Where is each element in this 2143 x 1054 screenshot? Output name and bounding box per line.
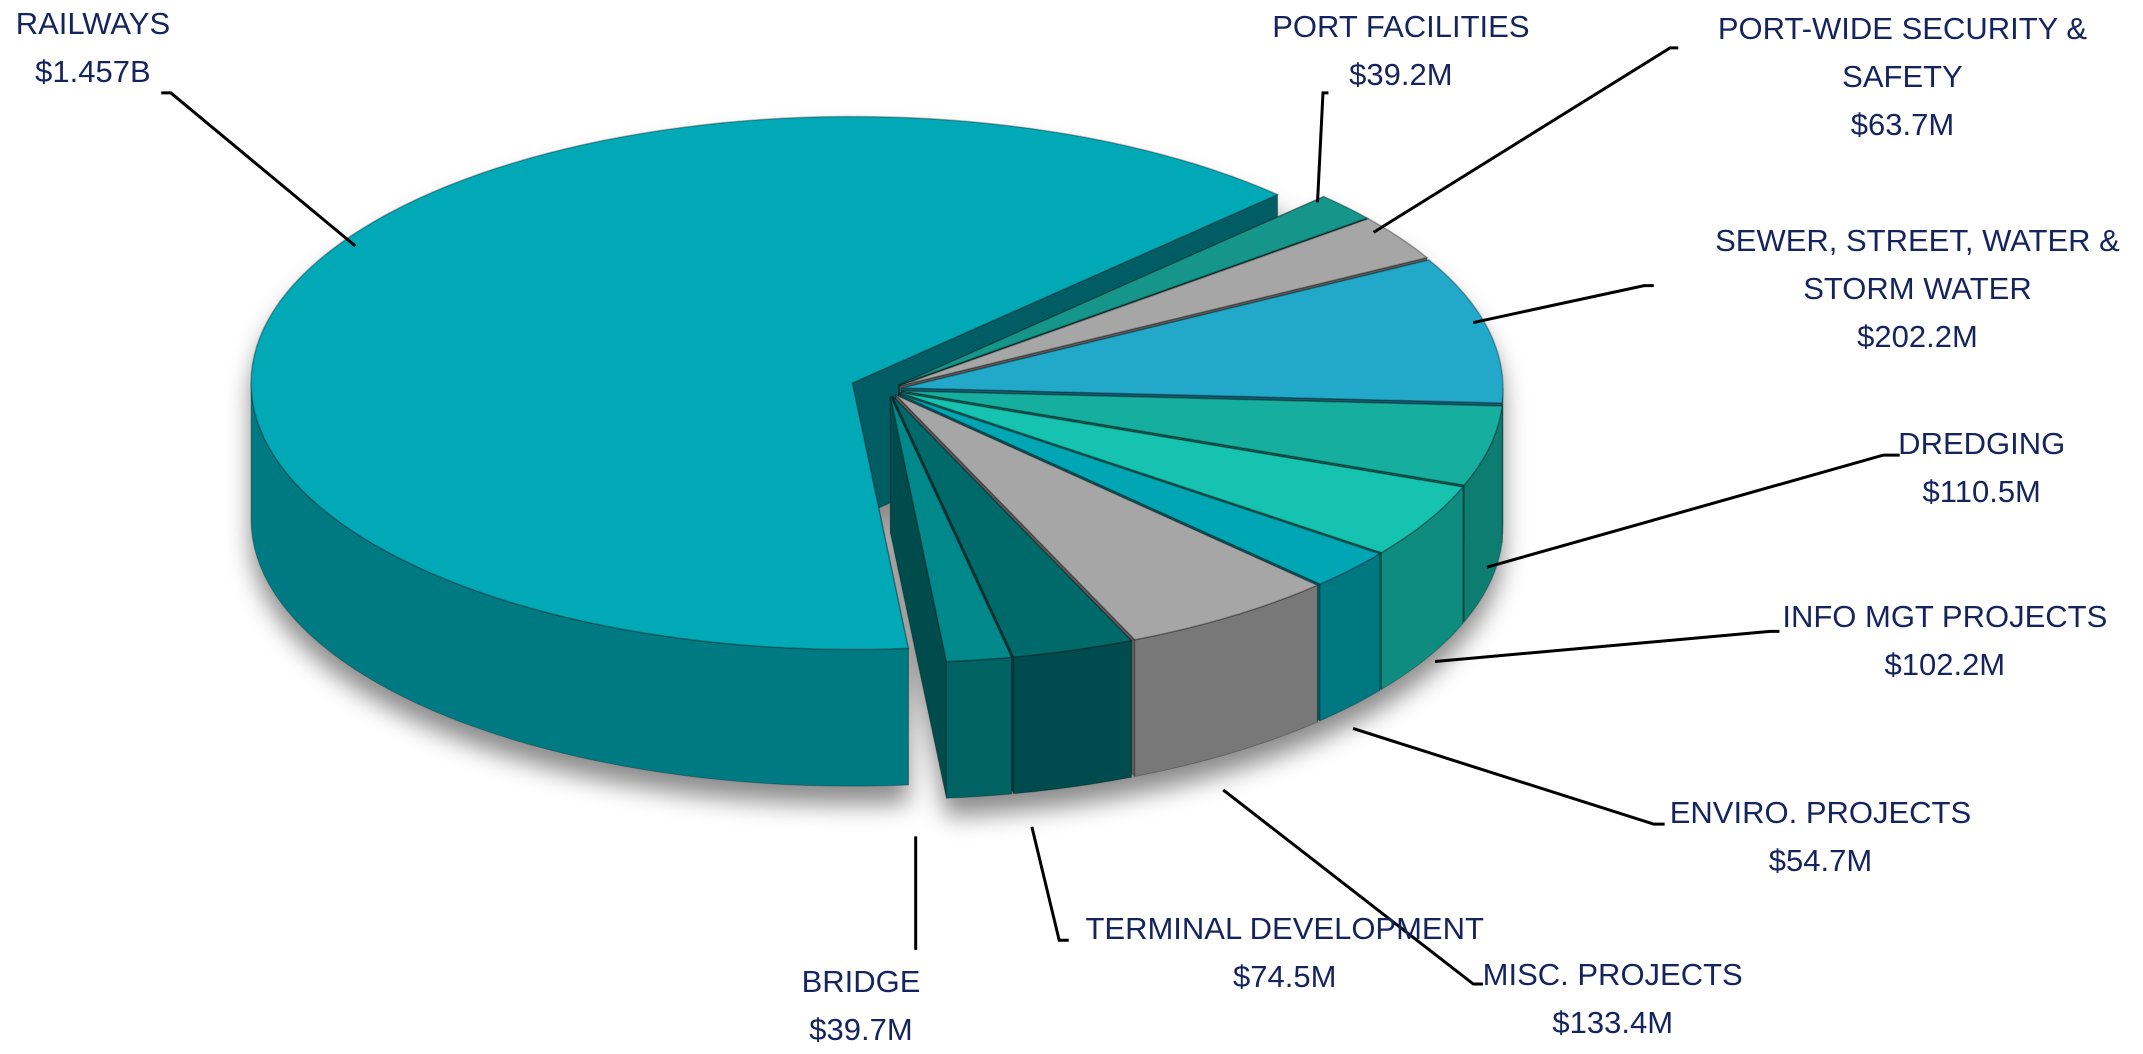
leader-line	[1222, 788, 1483, 986]
category-label: PORT-WIDE SECURITY & SAFETY	[1717, 11, 2088, 95]
slice	[898, 195, 1370, 386]
slice-label: ENVIRO. PROJECTS $54.7M	[1670, 789, 1971, 885]
slice-label: PORT FACILITIES $39.2M	[1272, 3, 1529, 99]
leader-line	[1472, 284, 1654, 325]
value-label: $133.4M	[1552, 1005, 1674, 1041]
slice	[250, 115, 1280, 651]
value-label: $39.2M	[1349, 56, 1453, 92]
slice-label: PORT-WIDE SECURITY & SAFETY $63.7M	[1697, 5, 2107, 149]
value-label: $1.457B	[35, 54, 151, 89]
slice	[900, 392, 1465, 554]
category-label: SEWER, STREET, WATER & STORM WATER	[1715, 223, 2120, 307]
slice-label: RAILWAYS $1.457B	[16, 0, 170, 96]
value-label: $74.5M	[1232, 958, 1337, 994]
leader-line	[1352, 727, 1665, 826]
slice	[901, 390, 1504, 486]
leader-line	[1434, 629, 1780, 663]
slice-side	[1013, 640, 1132, 795]
category-label: ENVIRO. PROJECTS	[1669, 794, 1972, 830]
leader-line	[161, 91, 357, 248]
slice	[889, 395, 1013, 663]
slice	[895, 394, 1320, 641]
value-label: $54.7M	[1768, 842, 1873, 878]
slice-label: MISC. PROJECTS $133.4M	[1483, 951, 1743, 1047]
category-label: BRIDGE	[801, 964, 921, 1000]
slice-label: DREDGING $110.5M	[1898, 420, 2065, 516]
leaders	[161, 46, 1900, 986]
value-label: $102.2M	[1884, 647, 2006, 683]
leader-line	[1030, 826, 1069, 942]
slice	[901, 259, 1504, 404]
category-label: RAILWAYS	[15, 6, 171, 41]
slice-label: BRIDGE $39.7M	[802, 958, 921, 1054]
slice-label: TERMINAL DEVELOPMENT $74.5M	[1085, 905, 1483, 1001]
slice-side	[945, 656, 1013, 799]
category-label: MISC. PROJECTS	[1482, 957, 1743, 993]
pie	[250, 115, 1504, 799]
slice	[898, 393, 1382, 585]
slice-label: INFO MGT PROJECTS $102.2M	[1782, 593, 2107, 689]
category-label: INFO MGT PROJECTS	[1782, 599, 2108, 635]
value-label: $110.5M	[1922, 473, 2041, 509]
category-label: PORT FACILITIES	[1272, 8, 1530, 44]
slice	[899, 217, 1429, 387]
value-label: $39.7M	[809, 1012, 913, 1048]
value-label: $63.7M	[1850, 107, 1955, 143]
leader-line	[1372, 46, 1679, 234]
leader-line	[1486, 453, 1900, 569]
slice-label: SEWER, STREET, WATER & STORM WATER $202.2…	[1692, 217, 2143, 361]
category-label: DREDGING	[1898, 425, 2066, 461]
category-label: TERMINAL DEVELOPMENT	[1085, 910, 1484, 946]
value-label: $202.2M	[1857, 319, 1978, 355]
slice	[891, 395, 1133, 658]
leader-line	[1316, 91, 1329, 203]
